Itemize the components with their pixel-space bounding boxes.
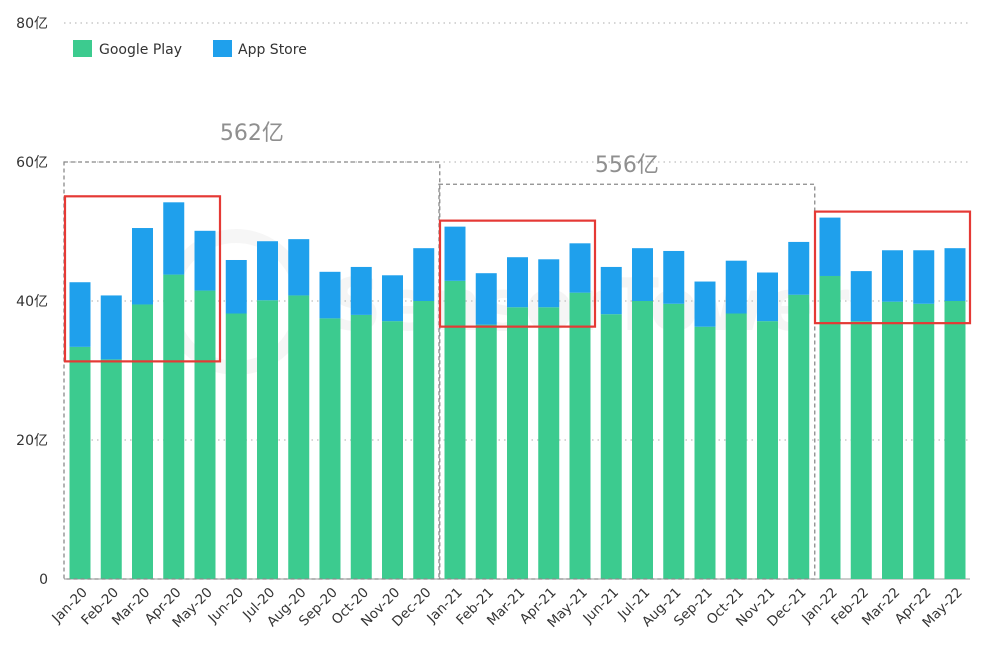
bar-app-store [600, 266, 622, 315]
legend-label-app-store: App Store [238, 42, 307, 58]
bar-google-play [882, 301, 903, 579]
bar-google-play [257, 300, 278, 579]
bar-app-store [350, 266, 372, 315]
y-tick-label: 20亿 [16, 433, 48, 449]
y-tick-label: 40亿 [16, 294, 48, 310]
bar-app-store [913, 250, 935, 304]
y-tick-label: 0 [39, 572, 48, 588]
highlight-box [63, 195, 222, 363]
bar-google-play [225, 313, 247, 579]
bar-app-store [100, 295, 122, 360]
bar-google-play [194, 290, 216, 579]
bar-google-play [694, 326, 716, 579]
bar-app-store [475, 273, 497, 325]
bar-google-play [319, 318, 341, 579]
group-total-label: 556亿 [595, 153, 659, 178]
bar-google-play [632, 301, 653, 579]
bar-google-play [413, 301, 435, 579]
bar-app-store [788, 241, 810, 295]
bar-google-play [944, 301, 966, 579]
bar-google-play [788, 294, 810, 579]
bar-app-store [725, 260, 747, 314]
bar-google-play [132, 304, 153, 579]
bar-google-play [569, 292, 591, 579]
bar-google-play [913, 303, 935, 579]
bar-app-store [319, 271, 341, 319]
y-tick-label: 60亿 [16, 155, 48, 171]
bar-google-play [350, 314, 372, 579]
bar-app-store [538, 259, 560, 308]
highlight-box [813, 210, 972, 325]
bar-google-play [663, 303, 685, 579]
bar-google-play [507, 307, 528, 579]
bar-app-store [163, 202, 185, 275]
bar-app-store [850, 271, 872, 322]
bar-app-store [882, 250, 903, 302]
bar-app-store [413, 248, 435, 301]
legend-label-google-play: Google Play [99, 42, 182, 58]
bar-app-store [819, 217, 841, 276]
bar-app-store [132, 228, 153, 305]
bar-app-store [632, 248, 653, 301]
bar-google-play [100, 359, 122, 579]
x-tick-label: Jun-21 [580, 585, 623, 628]
bar-app-store [225, 259, 247, 314]
bar-google-play [538, 307, 560, 579]
bar-google-play [757, 321, 778, 579]
bar-app-store [694, 281, 716, 327]
bar-app-store [569, 243, 591, 293]
bar-app-store [444, 226, 466, 281]
bar-app-store [507, 257, 528, 308]
group-total-label: 562亿 [220, 121, 284, 146]
bar-app-store [944, 248, 966, 301]
group-box [63, 161, 441, 580]
bar-app-store [257, 241, 278, 301]
highlight-box [438, 219, 597, 328]
y-tick-label: 80亿 [16, 16, 48, 32]
bar-google-play [444, 280, 466, 579]
bar-google-play [69, 346, 91, 579]
bar-app-store [194, 230, 216, 291]
bar-app-store [288, 239, 310, 296]
bar-app-store [382, 275, 403, 322]
bar-google-play [600, 314, 622, 579]
bar-google-play [163, 274, 185, 579]
bar-app-store [69, 282, 91, 347]
bar-google-play [288, 295, 310, 579]
bar-app-store [757, 272, 778, 322]
bar-google-play [850, 321, 872, 579]
legend-swatch-google-play [73, 40, 92, 57]
bar-google-play [725, 313, 747, 579]
legend-swatch-app-store [213, 40, 232, 57]
bar-google-play [475, 324, 497, 579]
x-tick-label: Jun-20 [205, 585, 248, 628]
bar-google-play [382, 321, 403, 579]
bar-app-store [663, 250, 685, 304]
bar-google-play [819, 275, 841, 579]
